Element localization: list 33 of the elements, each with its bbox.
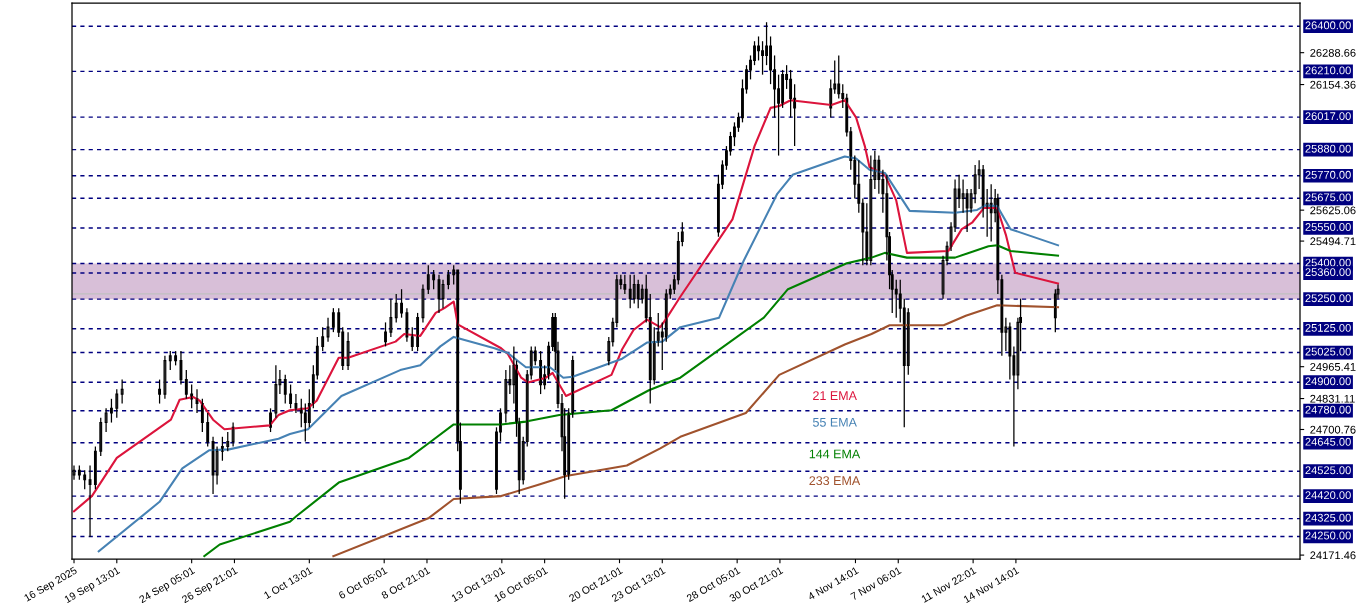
- ref-line-label: 24325.00: [1305, 513, 1351, 522]
- ref-line-label: 24645.00: [1305, 437, 1351, 446]
- y-tick-label: 24831.11: [1310, 394, 1355, 403]
- ref-line-label: 26017.00: [1305, 112, 1351, 121]
- ref-line-label: 24900.00: [1305, 377, 1351, 386]
- ref-line-label: 25770.00: [1305, 170, 1351, 179]
- y-tick-label: 26288.66: [1310, 48, 1356, 57]
- text: 21 EMA: [813, 391, 857, 400]
- ref-line-label: 25400.00: [1305, 258, 1351, 267]
- ref-line-label: 24250.00: [1305, 531, 1351, 540]
- y-tick-label: 24700.76: [1310, 425, 1356, 434]
- ref-line-label: 26400.00: [1305, 21, 1351, 30]
- ref-line-label: 25675.00: [1305, 193, 1351, 202]
- text: 55 EMA: [812, 417, 857, 427]
- ref-line-label: 25025.00: [1305, 347, 1351, 356]
- ref-line-label: 25125.00: [1305, 323, 1351, 332]
- ref-line-label: 25880.00: [1305, 144, 1351, 153]
- y-tick-label: 24171.46: [1310, 551, 1356, 560]
- text: 233 EMA: [809, 476, 861, 486]
- ref-line-label: 24525.00: [1305, 466, 1351, 475]
- ref-line-label: 26210.00: [1305, 66, 1351, 75]
- text: 144 EMA: [809, 449, 861, 459]
- y-tick-label: 25625.06: [1310, 206, 1356, 215]
- ref-line-label: 24780.00: [1305, 405, 1351, 414]
- y-tick-label: 24965.41: [1310, 362, 1356, 371]
- y-tick-label: 25494.71: [1310, 237, 1356, 246]
- ref-line-label: 25360.00: [1305, 268, 1351, 277]
- y-tick-label: 26154.36: [1310, 80, 1356, 89]
- ref-line-label: 24420.00: [1305, 491, 1351, 500]
- line-series: [203, 244, 1060, 558]
- ref-line-label: 25250.00: [1305, 294, 1351, 303]
- line-series: [97, 155, 1060, 553]
- ref-line-label: 25550.00: [1305, 223, 1351, 231]
